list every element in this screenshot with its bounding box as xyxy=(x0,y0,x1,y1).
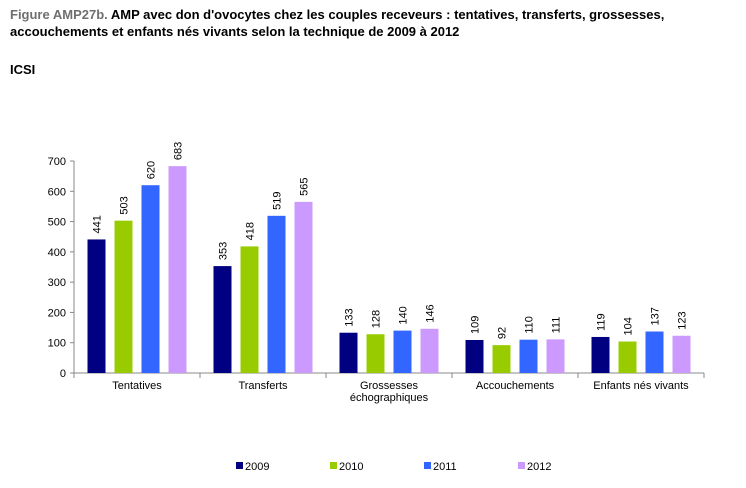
chart-subtitle: ICSI xyxy=(10,62,36,77)
bar-2011 xyxy=(393,330,412,373)
legend-label: 2011 xyxy=(433,461,457,473)
y-tick-label: 300 xyxy=(48,277,66,289)
value-label: 128 xyxy=(371,310,383,328)
category-label: Accouchements xyxy=(476,380,555,392)
legend-swatch-2010 xyxy=(330,462,337,469)
bar-2011 xyxy=(645,331,664,373)
value-label: 104 xyxy=(623,317,635,335)
bar-2009 xyxy=(213,266,232,373)
value-label: 137 xyxy=(650,307,662,325)
value-label: 441 xyxy=(92,215,104,233)
y-tick-label: 100 xyxy=(48,338,66,350)
legend-label: 2009 xyxy=(245,461,269,473)
value-label: 123 xyxy=(677,311,689,329)
bar-2012 xyxy=(168,166,187,373)
y-tick-label: 500 xyxy=(48,217,66,229)
value-label: 92 xyxy=(497,327,509,339)
value-label: 519 xyxy=(272,191,284,209)
value-label: 140 xyxy=(398,306,410,324)
value-label: 133 xyxy=(344,308,356,326)
legend-label: 2010 xyxy=(339,461,363,473)
bar-2011 xyxy=(519,339,538,373)
bar-2010 xyxy=(618,341,637,373)
bar-2012 xyxy=(672,335,691,373)
legend-swatch-2012 xyxy=(518,462,525,469)
bar-2011 xyxy=(267,215,286,373)
category-label: Enfants nés vivants xyxy=(593,380,689,392)
value-label: 418 xyxy=(245,222,257,240)
value-label: 565 xyxy=(299,178,311,196)
figure-title: AMP avec don d'ovocytes chez les couples… xyxy=(10,7,665,39)
category-label: Tentatives xyxy=(112,380,162,392)
bar-2009 xyxy=(591,336,610,373)
bar-2010 xyxy=(114,220,133,373)
value-label: 119 xyxy=(596,313,608,331)
bar-2010 xyxy=(240,246,259,373)
bar-2012 xyxy=(294,201,313,373)
bar-2009 xyxy=(87,239,106,373)
value-label: 503 xyxy=(119,196,131,214)
category-label: échographiques xyxy=(350,392,429,404)
value-label: 146 xyxy=(425,304,437,322)
y-tick-label: 200 xyxy=(48,307,66,319)
value-label: 620 xyxy=(146,161,158,179)
figure-number: Figure AMP27b. xyxy=(10,7,108,22)
y-tick-label: 0 xyxy=(60,368,66,380)
chart-title: Figure AMP27b. AMP avec don d'ovocytes c… xyxy=(10,6,742,40)
value-label: 353 xyxy=(218,242,230,260)
y-tick-label: 600 xyxy=(48,186,66,198)
y-tick-label: 400 xyxy=(48,247,66,259)
legend-swatch-2009 xyxy=(236,462,243,469)
bar-2011 xyxy=(141,185,160,373)
y-tick-label: 700 xyxy=(48,156,66,168)
bar-2009 xyxy=(339,332,358,373)
bar-2012 xyxy=(420,328,439,373)
value-label: 111 xyxy=(551,317,563,334)
value-label: 109 xyxy=(470,316,482,334)
legend-swatch-2011 xyxy=(424,462,431,469)
value-label: 683 xyxy=(173,142,185,160)
bar-2010 xyxy=(366,334,385,373)
value-label: 110 xyxy=(524,316,536,334)
bar-2009 xyxy=(465,339,484,373)
category-label: Grossesses xyxy=(360,380,419,392)
legend-label: 2012 xyxy=(527,461,551,473)
bar-2010 xyxy=(492,345,511,373)
category-label: Transferts xyxy=(238,380,288,392)
bar-2012 xyxy=(546,339,565,373)
